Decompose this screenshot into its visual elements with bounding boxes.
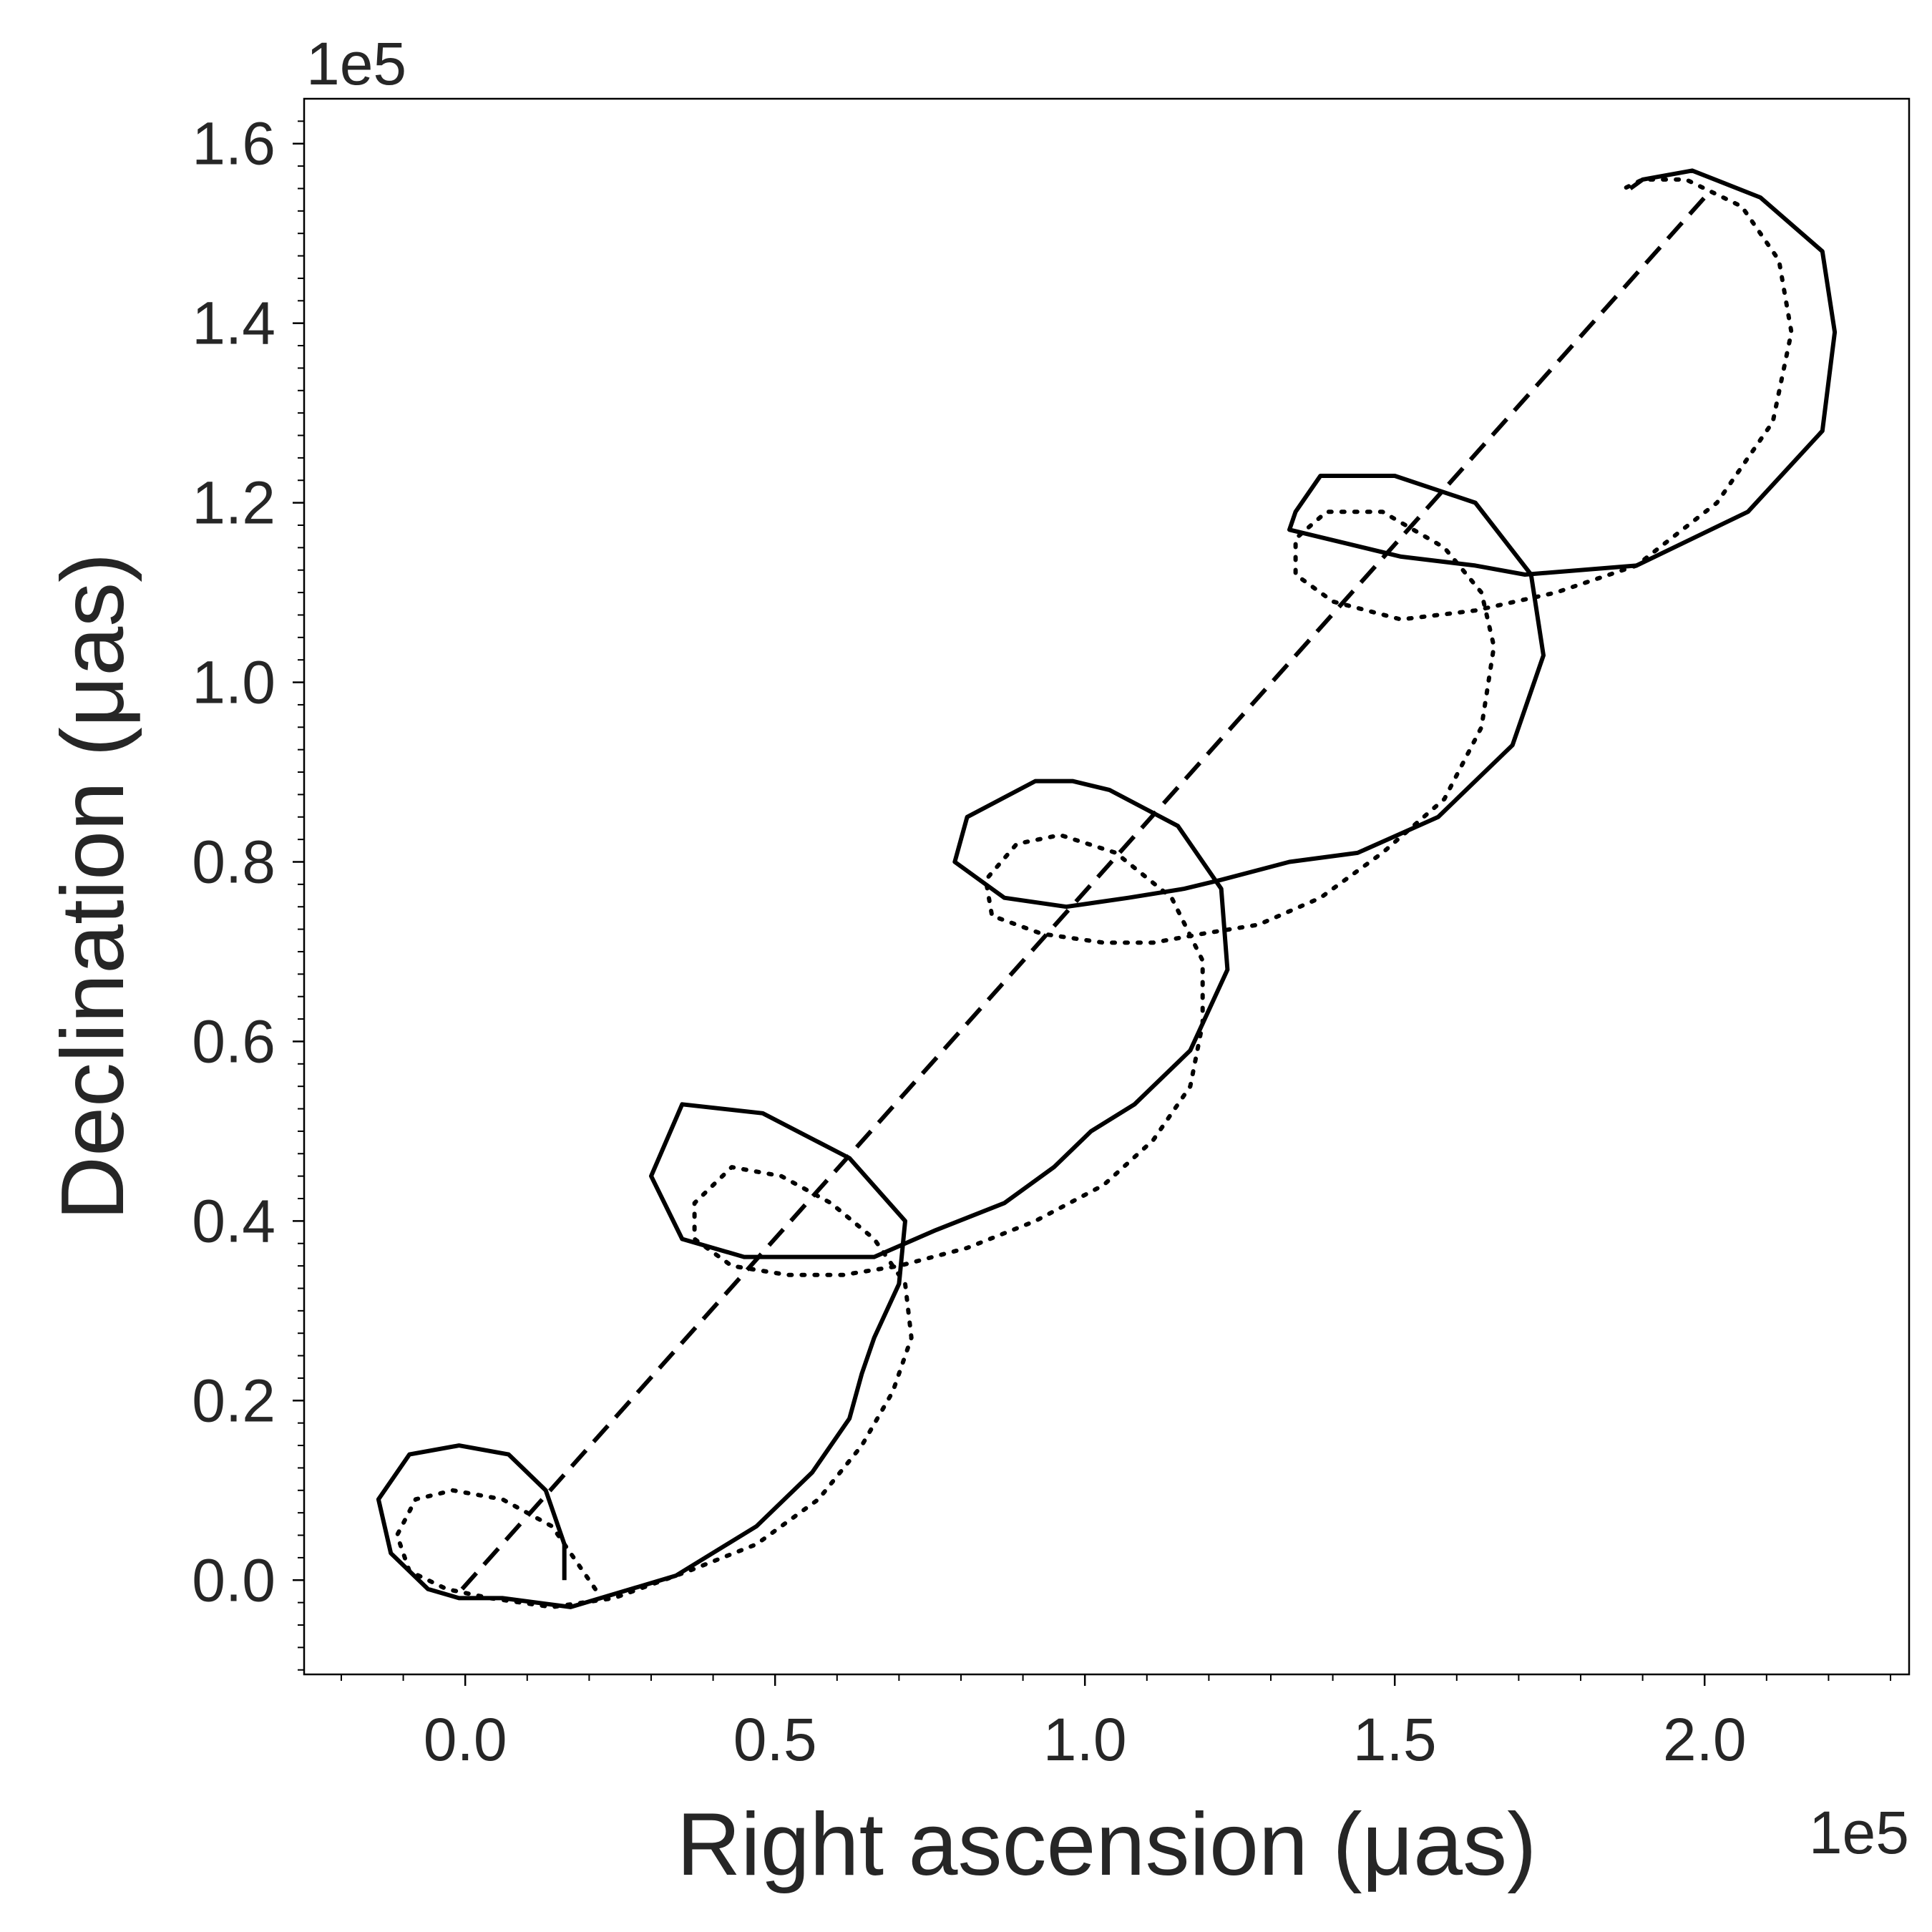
y-tick-label: 0.4 xyxy=(192,1187,275,1254)
y-tick-label: 1.6 xyxy=(192,110,275,177)
ticks: 0.0 0.5 1.0 1.5 2.0 0.0 0.2 0.4 0.6 0.8 1.0 1.2 1.4 1… xyxy=(192,110,1892,1773)
y-tick-label: 0.6 xyxy=(192,1008,275,1075)
series-line-dotted xyxy=(394,177,1794,1609)
axes-frame xyxy=(303,97,1911,1676)
x-tick-label: 0.0 xyxy=(424,1706,507,1773)
x-tick-label: 1.0 xyxy=(1043,1706,1127,1773)
y-tick-label: 1.0 xyxy=(192,649,275,716)
y-tick-label: 0.8 xyxy=(192,828,275,895)
x-tick-label: 0.5 xyxy=(733,1706,817,1773)
y-tick-label: 1.4 xyxy=(192,290,275,357)
plot-area xyxy=(376,168,1838,1609)
x-tick-label: 2.0 xyxy=(1663,1706,1747,1773)
y-tick-label: 0.2 xyxy=(192,1367,275,1434)
x-tick-label: 1.5 xyxy=(1353,1706,1437,1773)
y-offset-text: 1e5 xyxy=(306,30,406,97)
x-offset-text: 1e5 xyxy=(1809,1799,1909,1866)
x-axis-label: Right ascension (μas) xyxy=(677,1795,1537,1894)
y-tick-label: 1.2 xyxy=(192,469,275,537)
y-tick-label: 0.0 xyxy=(192,1546,275,1614)
series-line-solid xyxy=(376,168,1838,1609)
y-axis-label: Declination (μas) xyxy=(44,553,142,1221)
series-line-dashed xyxy=(460,196,1707,1591)
